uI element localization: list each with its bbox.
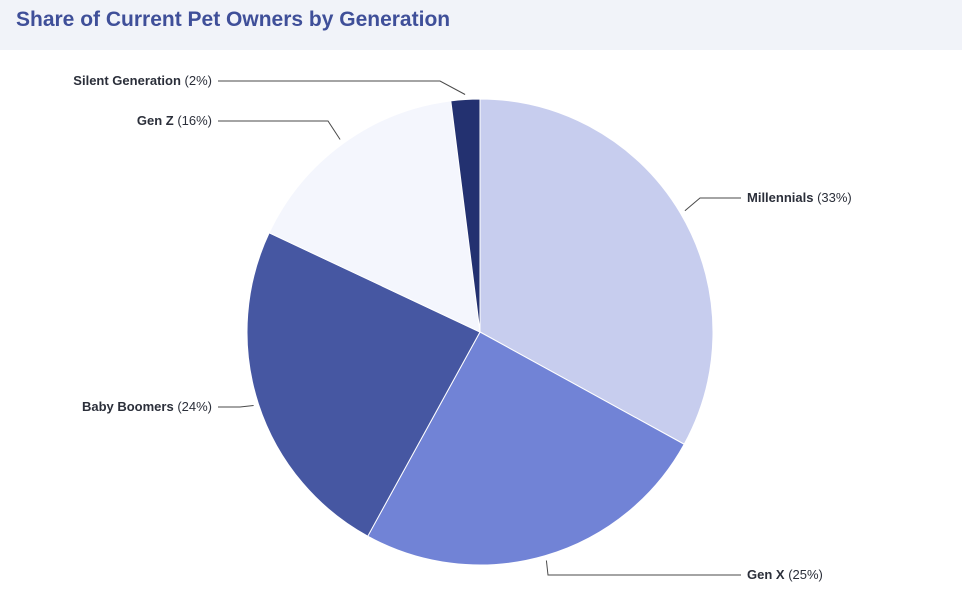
slice-label-gen-z: Gen Z (16%)	[137, 113, 212, 128]
slice-label-baby-boomers: Baby Boomers (24%)	[82, 399, 212, 414]
slice-label-percent: (2%)	[181, 73, 212, 88]
pie-slice-silent-generation	[450, 98, 481, 333]
leader-line-millennials	[684, 197, 741, 212]
slice-label-name: Gen X	[747, 567, 785, 582]
pie-slices	[246, 98, 714, 566]
slice-label-name: Baby Boomers	[82, 399, 174, 414]
pie-labels: Millennials (33%) Gen X (25%) Baby Boomers…	[73, 73, 851, 582]
slice-label-silent-generation: Silent Generation (2%)	[73, 73, 212, 88]
slice-label-gen-x: Gen X (25%)	[747, 567, 823, 582]
leader-line-silent-generation	[218, 80, 466, 95]
pie-slice-gen-z	[268, 100, 481, 333]
slice-label-name: Millennials	[747, 190, 813, 205]
chart-header: Share of Current Pet Owners by Generatio…	[0, 0, 962, 50]
leader-line-gen-z	[218, 120, 341, 140]
slice-label-percent: (25%)	[785, 567, 823, 582]
leader-line-baby-boomers	[218, 405, 254, 408]
slice-label-name: Gen Z	[137, 113, 174, 128]
pie-slice-gen-x	[367, 331, 685, 566]
chart-title: Share of Current Pet Owners by Generatio…	[16, 8, 451, 31]
slice-label-percent: (16%)	[174, 113, 212, 128]
pie-slice-millennials	[479, 98, 714, 445]
slice-label-millennials: Millennials (33%)	[747, 190, 852, 205]
leader-line-gen-x	[545, 560, 741, 576]
slice-label-percent: (33%)	[813, 190, 851, 205]
pie-slice-baby-boomers	[246, 232, 481, 537]
slice-label-name: Silent Generation	[73, 73, 181, 88]
slice-label-percent: (24%)	[174, 399, 212, 414]
